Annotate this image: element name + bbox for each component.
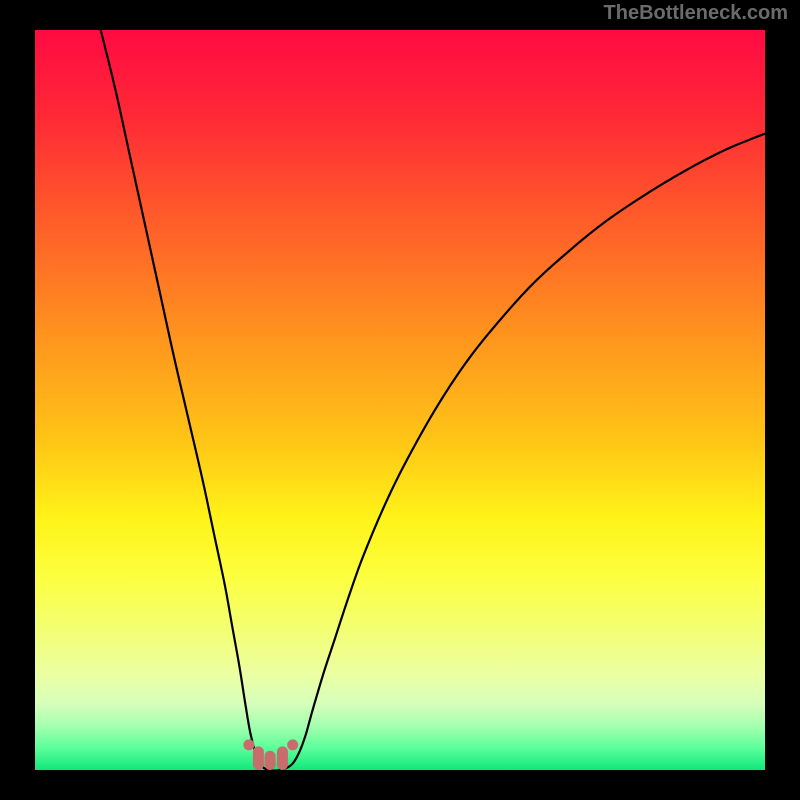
valley-dot <box>287 739 298 750</box>
valley-bar <box>277 746 288 770</box>
chart-container: TheBottleneck.com <box>0 0 800 800</box>
plot-area <box>35 30 765 770</box>
curve-line <box>101 30 765 771</box>
valley-dot <box>243 739 254 750</box>
valley-bar <box>265 751 276 770</box>
chart-svg <box>35 30 765 770</box>
watermark-text: TheBottleneck.com <box>604 2 788 25</box>
valley-bar <box>253 746 264 770</box>
